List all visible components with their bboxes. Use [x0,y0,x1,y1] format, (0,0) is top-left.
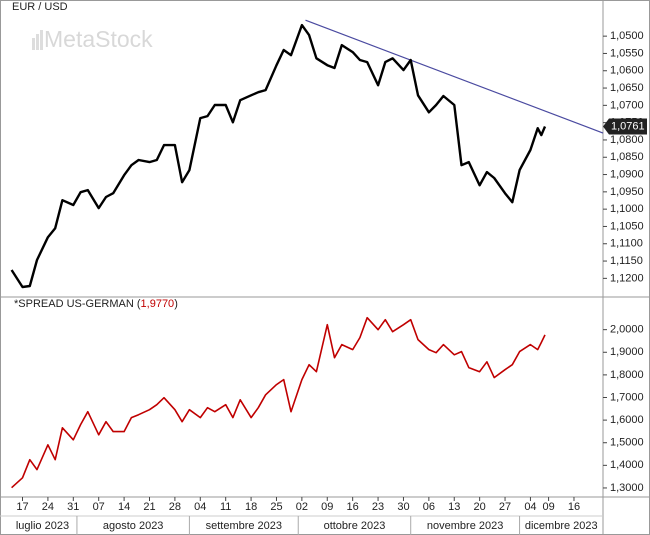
x-tick-label: 18 [245,501,257,513]
y-tick-label: 2,0000 [610,324,644,336]
y-tick-label: 1,1000 [610,203,644,215]
watermark: MetaStock [44,26,153,52]
y-tick-label: 1,0900 [610,168,644,180]
last-value: 1,9770 [141,298,175,310]
last-value-box [603,118,647,135]
y-tick-label: 1,0800 [610,134,644,146]
y-tick-label: 1,5000 [610,437,644,449]
y-tick-label: 1,0700 [610,99,644,111]
x-tick-label: 20 [474,501,486,513]
trendline [305,19,604,134]
x-tick-label: 04 [524,501,536,513]
last-value-label: 1,0761 [611,120,645,132]
month-label: ottobre 2023 [324,520,386,532]
x-tick-label: 25 [270,501,282,513]
month-label: dicembre 2023 [525,520,598,532]
y-tick-label: 1,8000 [610,369,644,381]
y-tick-label: 1,1100 [610,238,643,250]
x-tick-label: 14 [118,501,130,513]
x-tick-label: 07 [93,501,105,513]
panel-title: EUR / USD [12,1,68,13]
x-tick-label: 16 [347,501,359,513]
y-tick-label: 1,0550 [610,47,644,59]
y-tick-label: 1,0500 [610,30,644,42]
x-tick-label: 09 [542,501,554,513]
y-tick-label: 1,9000 [610,346,644,358]
x-tick-label: 09 [321,501,333,513]
y-tick-label: 1,3000 [610,482,644,494]
y-tick-label: 1,1050 [610,220,644,232]
x-tick-label: 11 [220,501,231,513]
x-tick-label: 30 [397,501,409,513]
y-tick-label: 1,1150 [610,255,643,267]
x-tick-label: 06 [423,501,435,513]
y-tick-label: 1,0600 [610,65,644,77]
month-label: agosto 2023 [103,520,164,532]
y-tick-label: 1,0650 [610,82,644,94]
x-tick-label: 27 [499,501,511,513]
y-tick-label: 1,4000 [610,459,644,471]
y-tick-label: 1,1200 [610,272,644,284]
month-label: luglio 2023 [16,520,69,532]
x-tick-label: 16 [568,501,580,513]
x-tick-label: 31 [67,501,79,513]
panel-title: *SPREAD US-GERMAN (1,9770) [14,298,178,310]
x-tick-label: 17 [16,501,28,513]
x-tick-label: 24 [42,501,54,513]
x-tick-label: 21 [143,501,155,513]
watermark-logo [32,30,43,50]
y-tick-label: 1,6000 [610,414,644,426]
price-line [10,23,547,289]
x-tick-label: 02 [296,501,308,513]
y-tick-label: 1,0950 [610,186,644,198]
x-tick-label: 13 [448,501,460,513]
y-tick-label: 1,0850 [610,151,644,163]
x-tick-label: 23 [372,501,384,513]
month-label: novembre 2023 [427,520,503,532]
month-label: settembre 2023 [206,520,282,532]
price-line [11,316,546,489]
x-tick-label: 28 [169,501,181,513]
panel-title-text: *SPREAD US-GERMAN [14,298,134,310]
y-tick-label: 1,7000 [610,391,644,403]
x-tick-label: 04 [194,501,206,513]
